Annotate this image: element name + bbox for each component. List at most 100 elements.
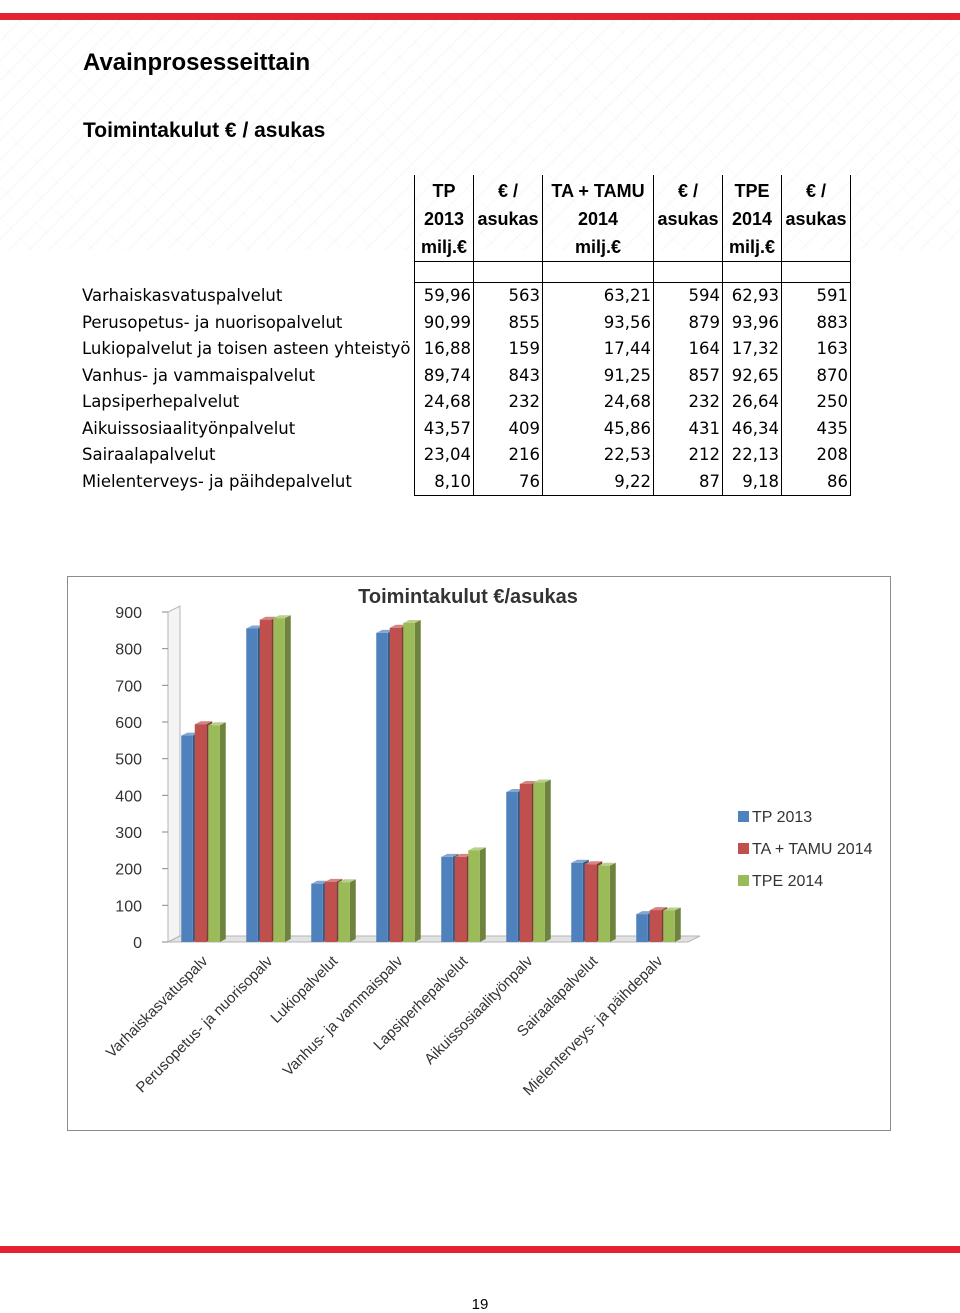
bottom-red-rule [0, 1246, 960, 1253]
value-cell: 431 [653, 415, 723, 442]
bar [338, 882, 350, 942]
table-spacer-row [78, 261, 851, 283]
bar-side [674, 907, 681, 942]
bar [246, 628, 258, 942]
bar-top [273, 615, 291, 619]
value-cell: 164 [653, 336, 723, 363]
bar-top [584, 861, 603, 865]
bar-top [259, 616, 278, 620]
row-label: Sairaalapalvelut [82, 445, 216, 465]
bar-top [468, 847, 486, 851]
bar-side [609, 862, 616, 942]
spacer-cell [414, 261, 474, 283]
row-label: Vanhus- ja vammaispalvelut [82, 365, 316, 385]
bar-top [441, 853, 459, 857]
bar [376, 632, 388, 942]
legend-label: TP 2013 [752, 809, 812, 826]
bar-top [324, 878, 343, 882]
col-header-tp2013: TP 2013 milj.€ [414, 175, 474, 262]
bar [506, 792, 518, 942]
bar [324, 881, 337, 942]
y-tick-label: 800 [115, 642, 142, 659]
bar-top [506, 789, 524, 793]
legend-swatch [738, 875, 749, 886]
bar-side [219, 722, 226, 942]
bar-side [544, 779, 551, 942]
table-row: Varhaiskasvatuspalvelut 59,96 563 63,21 594 6… [78, 282, 851, 310]
bar-top [519, 780, 538, 784]
value-cell: 22,13 [722, 442, 782, 469]
y-tick-label: 300 [115, 825, 142, 842]
table-row: Lapsiperhepalvelut 24,68 232 24,68 232 26,64 2… [78, 389, 851, 416]
value-cell: 594 [653, 282, 723, 310]
bar [598, 865, 610, 942]
value-cell: 591 [781, 282, 851, 310]
table-row: Perusopetus- ja nuorisopalvelut 90,99 855 9… [78, 309, 851, 336]
value-cell: 843 [473, 362, 543, 389]
y-tick-label: 500 [115, 752, 142, 769]
value-cell: 89,74 [414, 362, 474, 389]
value-cell: 409 [473, 415, 543, 442]
value-cell: 232 [653, 389, 723, 416]
bar-chart-svg: Toimintakulut €/asukas 0 100 200 300 400 500 60… [103, 586, 873, 1099]
bar-chart: Toimintakulut €/asukas 0 100 200 300 400 500 60… [67, 576, 891, 1131]
col-header-line: 2014 [731, 209, 773, 229]
col-header-line: € / [805, 181, 826, 201]
value-cell: 8,10 [414, 468, 474, 496]
legend-label: TA + TAMU 2014 [752, 841, 873, 858]
y-tick-label: 200 [115, 862, 142, 879]
bar [468, 850, 480, 942]
x-category-label: Mielenterveys- ja päihdepalv [520, 952, 667, 1099]
col-header-ta-tamu-2014: TA + TAMU 2014 milj.€ [542, 175, 654, 262]
bar [194, 724, 207, 942]
col-header-per-resident-tpe: € / asukas [781, 175, 851, 262]
value-cell: 563 [473, 282, 543, 310]
value-cell: 91,25 [542, 362, 654, 389]
col-header-line: 2014 [577, 209, 619, 229]
spacer-cell [781, 261, 851, 283]
bar [403, 623, 415, 942]
bar-top [663, 907, 681, 911]
value-cell: 93,56 [542, 309, 654, 336]
bar [311, 883, 323, 942]
bar-top [389, 624, 408, 628]
y-tick-label: 0 [133, 935, 142, 952]
value-cell: 208 [781, 442, 851, 469]
bar-side [284, 615, 291, 942]
value-cell: 857 [653, 362, 723, 389]
bar-side [414, 620, 421, 942]
bar [649, 910, 662, 942]
spacer-cell [722, 261, 782, 283]
bar-top [598, 862, 616, 866]
bar-side [349, 879, 356, 942]
col-header-line: 2013 [423, 209, 465, 229]
bar-side [479, 847, 486, 942]
bar [584, 864, 597, 942]
value-cell: 24,68 [542, 389, 654, 416]
cost-table: TP 2013 milj.€ € / asukas TA + TAMU 2014… [78, 175, 851, 496]
value-cell: 163 [781, 336, 851, 363]
bar [389, 627, 402, 942]
table-corner [78, 175, 415, 262]
bar-top [636, 911, 654, 915]
spacer-cell [542, 261, 654, 283]
bar [441, 856, 453, 942]
col-header-per-resident-2013: € / asukas [473, 175, 543, 262]
row-label: Lapsiperhepalvelut [82, 392, 240, 412]
table-row: Sairaalapalvelut 23,04 216 22,53 212 22,13 208 [78, 442, 851, 469]
bar-top [376, 629, 394, 633]
bar-top [208, 722, 226, 726]
value-cell: 855 [473, 309, 543, 336]
col-header-per-resident-ta: € / asukas [653, 175, 723, 262]
value-cell: 250 [781, 389, 851, 416]
table-row: Lukiopalvelut ja toisen asteen yhteistyö… [78, 336, 851, 363]
value-cell: 216 [473, 442, 543, 469]
y-tick-label: 400 [115, 788, 142, 805]
col-header-line: € / [677, 181, 698, 201]
bar-top [403, 620, 421, 623]
value-cell: 22,53 [542, 442, 654, 469]
value-cell: 87 [653, 468, 723, 496]
value-cell: 159 [473, 336, 543, 363]
col-header-line: milj.€ [574, 237, 622, 257]
value-cell: 63,21 [542, 282, 654, 310]
